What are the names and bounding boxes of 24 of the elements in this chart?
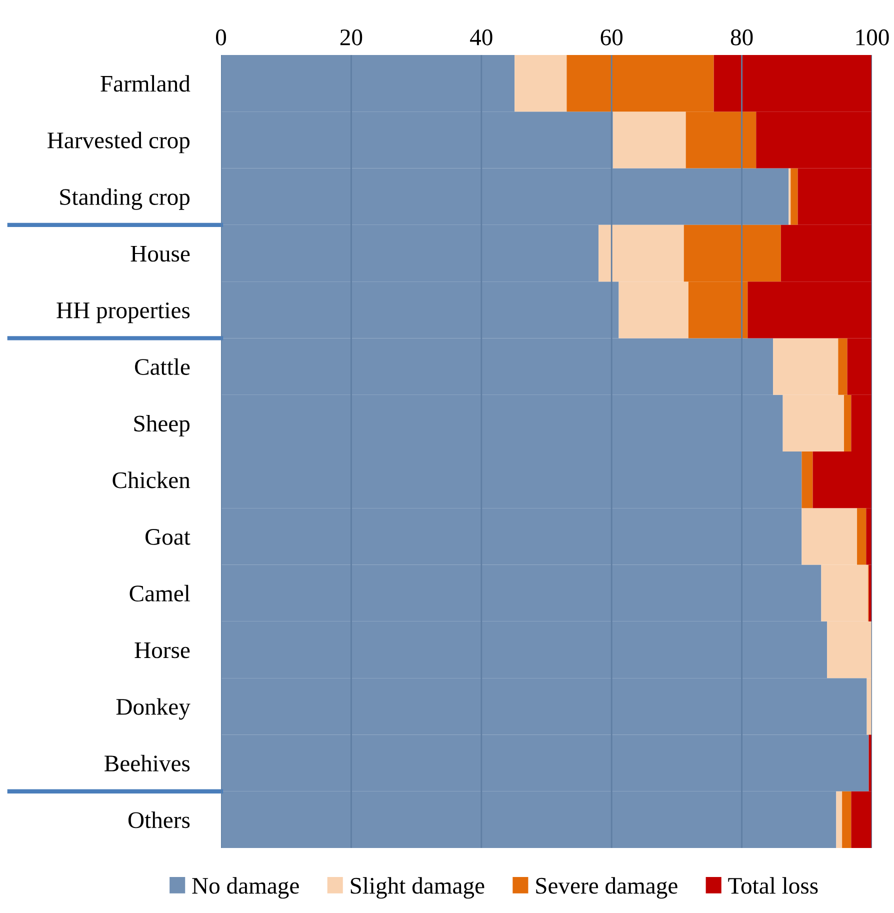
x-tick-label: 80 — [730, 29, 753, 46]
y-tick-label: Horse — [134, 642, 190, 658]
y-tick-label: Camel — [130, 584, 190, 602]
y-tick-label: Donkey — [116, 698, 190, 720]
y-tick-label: Others — [128, 811, 190, 828]
y-tick-label: Standing crop — [60, 188, 190, 210]
y-tick-label: Farmland — [100, 75, 190, 92]
y-tick-label: Harvested crop — [48, 132, 190, 154]
x-tick-label: 0 — [216, 29, 226, 46]
legend-label: Severe damage — [536, 877, 678, 899]
x-tick-label: 60 — [600, 29, 623, 46]
y-tick-label: HH properties — [56, 302, 190, 324]
y-tick-label: Chicken — [112, 472, 190, 488]
y-tick-label: Cattle — [135, 358, 190, 375]
legend-label: Total loss — [728, 877, 818, 894]
y-tick-label: Goat — [146, 529, 190, 545]
legend-label: No damage — [192, 877, 299, 899]
legend-label: Slight damage — [350, 877, 484, 899]
x-tick-label: 100 — [856, 29, 889, 46]
x-tick-label: 20 — [340, 29, 362, 46]
y-tick-label: Sheep — [134, 414, 190, 436]
y-tick-label: House — [130, 246, 190, 262]
y-tick-label: Beehives — [104, 754, 190, 772]
x-tick-label: 40 — [470, 29, 492, 46]
